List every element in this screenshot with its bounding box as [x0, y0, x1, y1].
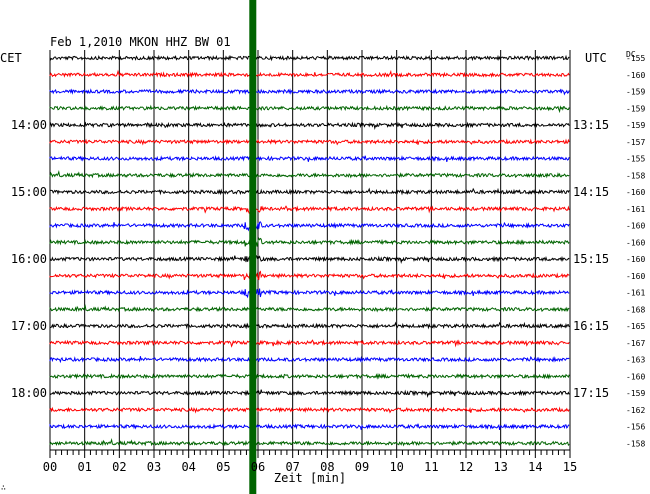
- event-marker: [249, 0, 257, 494]
- trace-8: [49, 187, 570, 196]
- trace-23: [49, 437, 570, 447]
- dc-offset-label-1: -160: [626, 71, 645, 80]
- label-group: 00 01 02 03 04 05 06 07 08 09 10 11 12 13 14 15 14:00 15:…: [11, 54, 646, 474]
- trace-3: [49, 104, 570, 114]
- dc-offset-label-2: -159: [626, 88, 645, 97]
- x-tick-label-13: 13: [493, 460, 507, 474]
- dc-offset-label-23: -158: [626, 439, 645, 448]
- trace-1: [49, 69, 570, 79]
- x-tick-label-05: 05: [216, 460, 230, 474]
- left-hour-label: 17:00: [11, 319, 47, 333]
- trace-2: [49, 88, 570, 96]
- x-axis-label: Zeit [min]: [274, 471, 346, 485]
- dc-offset-label-16: -165: [626, 322, 645, 331]
- x-tick-label-11: 11: [424, 460, 438, 474]
- trace-18: [49, 355, 570, 364]
- left-hour-label: 18:00: [11, 386, 47, 400]
- trace-21: [49, 406, 570, 414]
- x-tick-label-12: 12: [459, 460, 473, 474]
- trace-11: [49, 237, 570, 247]
- x-tick-label-02: 02: [112, 460, 126, 474]
- dc-offset-label-19: -160: [626, 372, 645, 381]
- chart-title: Feb 1,2010 MKON HHZ BW 01: [50, 35, 231, 49]
- x-tick-label-15: 15: [563, 460, 577, 474]
- trace-5: [49, 138, 570, 146]
- right-timezone-label: UTC: [585, 51, 607, 65]
- dc-offset-label-8: -160: [626, 188, 645, 197]
- x-tick-label-09: 09: [355, 460, 369, 474]
- trace-15: [49, 303, 570, 313]
- left-hour-label: 15:00: [11, 185, 47, 199]
- corner-mark: ∴: [1, 483, 6, 492]
- event-marker-group: [249, 0, 257, 494]
- x-tick-label-14: 14: [528, 460, 542, 474]
- left-hour-label: 14:00: [11, 118, 47, 132]
- dc-offset-label-10: -160: [626, 222, 645, 231]
- dc-offset-label-4: -159: [626, 121, 645, 130]
- trace-9: [49, 204, 570, 214]
- trace-10: [49, 221, 570, 232]
- right-hour-label: 14:15: [573, 185, 609, 199]
- trace-17: [49, 339, 570, 348]
- dc-offset-label-7: -158: [626, 171, 645, 180]
- trace-19: [49, 372, 570, 380]
- x-tick-label-03: 03: [147, 460, 161, 474]
- right-hour-label: 16:15: [573, 319, 609, 333]
- grid: [49, 50, 571, 458]
- x-tick-label-04: 04: [181, 460, 195, 474]
- trace-6: [49, 155, 570, 163]
- right-hour-label: 17:15: [573, 386, 609, 400]
- trace-7: [49, 169, 570, 179]
- dc-offset-label-0: -155: [626, 54, 645, 63]
- right-hour-label: 15:15: [573, 252, 609, 266]
- dc-offset-label-9: -161: [626, 205, 645, 214]
- x-tick-label-00: 00: [43, 460, 57, 474]
- x-tick-label-06: 06: [251, 460, 265, 474]
- dc-offset-label-22: -156: [626, 423, 645, 432]
- dc-offset-label-18: -163: [626, 356, 645, 365]
- dc-offset-label-17: -167: [626, 339, 645, 348]
- dc-offset-label-20: -159: [626, 389, 645, 398]
- trace-12: [49, 253, 570, 264]
- x-tick-label-01: 01: [77, 460, 91, 474]
- trace-group: [49, 54, 570, 447]
- dc-header-label: DC: [626, 50, 636, 59]
- x-tick-label-07: 07: [285, 460, 299, 474]
- trace-13: [49, 270, 570, 281]
- x-tick-label-08: 08: [320, 460, 334, 474]
- dc-offset-label-11: -160: [626, 238, 645, 247]
- dc-offset-label-13: -160: [626, 272, 645, 281]
- right-hour-label: 13:15: [573, 118, 609, 132]
- dc-offset-label-14: -161: [626, 289, 645, 298]
- trace-20: [49, 389, 570, 398]
- trace-22: [49, 423, 570, 431]
- trace-16: [49, 321, 570, 330]
- dc-offset-label-12: -160: [626, 255, 645, 264]
- trace-0: [49, 54, 570, 62]
- dc-offset-label-6: -155: [626, 155, 645, 164]
- dc-offset-label-5: -157: [626, 138, 645, 147]
- left-timezone-label: CET: [0, 51, 22, 65]
- trace-4: [49, 121, 570, 130]
- dc-offset-label-3: -159: [626, 104, 645, 113]
- dc-offset-label-15: -168: [626, 305, 645, 314]
- dc-offset-label-21: -162: [626, 406, 645, 415]
- x-tick-label-10: 10: [389, 460, 403, 474]
- left-hour-label: 16:00: [11, 252, 47, 266]
- trace-14: [49, 288, 570, 299]
